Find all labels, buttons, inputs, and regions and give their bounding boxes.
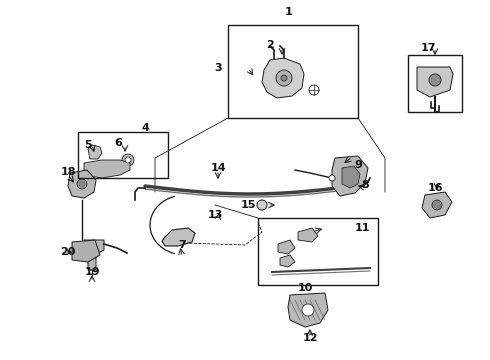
Text: 5: 5 [84, 140, 92, 150]
Text: 8: 8 [361, 180, 369, 190]
Text: 9: 9 [354, 160, 362, 170]
Circle shape [432, 200, 442, 210]
Text: 20: 20 [60, 247, 75, 257]
Polygon shape [417, 67, 453, 97]
Polygon shape [332, 156, 368, 196]
Polygon shape [84, 160, 130, 178]
Text: 14: 14 [210, 163, 226, 173]
Polygon shape [298, 228, 318, 242]
Circle shape [302, 304, 314, 316]
Polygon shape [422, 192, 452, 218]
Polygon shape [342, 166, 360, 188]
Circle shape [281, 75, 287, 81]
Text: 2: 2 [266, 40, 274, 50]
Polygon shape [280, 255, 295, 267]
Text: 19: 19 [84, 267, 100, 277]
Polygon shape [288, 293, 328, 327]
Text: 16: 16 [427, 183, 443, 193]
Polygon shape [162, 228, 195, 246]
Text: 3: 3 [214, 63, 222, 73]
Text: 1: 1 [285, 7, 293, 17]
Circle shape [257, 200, 267, 210]
Text: 12: 12 [302, 333, 318, 343]
Circle shape [276, 70, 292, 86]
Bar [258, 218, 378, 285]
Text: 17: 17 [420, 43, 436, 53]
Polygon shape [84, 240, 104, 270]
Circle shape [329, 175, 335, 181]
Text: 15: 15 [240, 200, 256, 210]
Polygon shape [262, 58, 304, 98]
Circle shape [77, 179, 87, 189]
Polygon shape [72, 240, 100, 262]
Text: 18: 18 [60, 167, 76, 177]
Text: 10: 10 [297, 283, 313, 293]
Bar [228, 25, 358, 118]
Text: 6: 6 [114, 138, 122, 148]
Polygon shape [88, 145, 102, 159]
Bar [78, 132, 168, 178]
Text: 4: 4 [141, 123, 149, 133]
Polygon shape [68, 170, 96, 198]
Circle shape [309, 85, 319, 95]
Circle shape [429, 74, 441, 86]
Text: 7: 7 [178, 240, 186, 250]
Polygon shape [122, 154, 134, 166]
Polygon shape [125, 157, 131, 163]
Text: 13: 13 [207, 210, 222, 220]
Polygon shape [278, 240, 295, 254]
Bar [408, 55, 462, 112]
Text: 11: 11 [354, 223, 370, 233]
